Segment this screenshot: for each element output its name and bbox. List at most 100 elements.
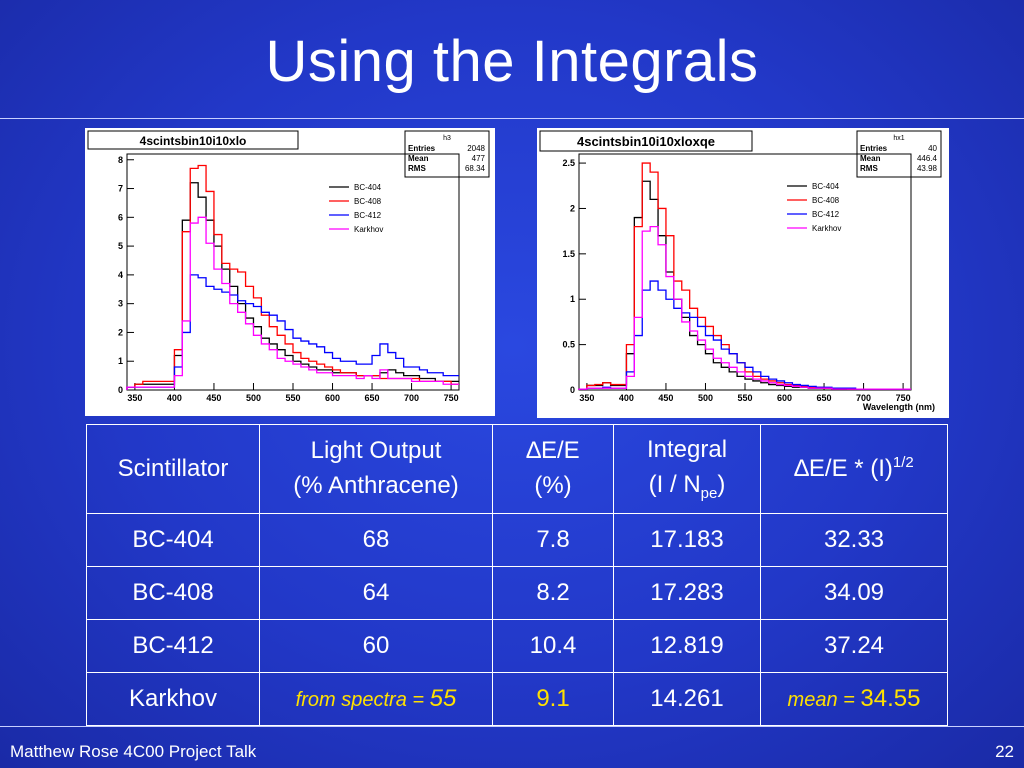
stats-rms-label: RMS (860, 164, 878, 173)
series-line-bc-404 (126, 182, 459, 390)
series-line-karkhov (578, 225, 911, 390)
table-header-row: Scintillator Light Output (% Anthracene)… (86, 424, 948, 514)
y-tick-label: 8 (118, 155, 123, 165)
from-spectra-label: from spectra = (295, 689, 430, 711)
results-table: Scintillator Light Output (% Anthracene)… (86, 424, 948, 726)
table-row-karkhov: Karkhov from spectra = 55 9.1 14.261 mea… (86, 672, 948, 726)
y-tick-label: 2 (570, 203, 575, 213)
x-tick-label: 500 (246, 393, 261, 403)
header-product-sup: 1/2 (892, 453, 914, 471)
cell-delta-e-highlight: 9.1 (492, 672, 614, 726)
stats-entries-label: Entries (860, 144, 888, 153)
header-product: ∆E/E * (I)1/2 (760, 424, 948, 514)
x-tick-label: 550 (737, 393, 752, 403)
x-tick-label: 600 (777, 393, 792, 403)
series-line-bc-408 (126, 164, 459, 390)
plot-title-box (539, 130, 753, 152)
stats-mean-label: Mean (860, 154, 881, 163)
cell-integral: 17.283 (613, 566, 761, 620)
cell-delta-e: 7.8 (492, 513, 614, 567)
y-tick-label: 3 (118, 299, 123, 309)
x-tick-label: 650 (817, 393, 832, 403)
table-row: BC-404 68 7.8 17.183 32.33 (86, 513, 948, 567)
y-tick-label: 2 (118, 327, 123, 337)
y-tick-label: 0 (118, 385, 123, 395)
y-tick-label: 2.5 (562, 158, 575, 168)
legend-label: BC-404 (354, 183, 382, 192)
y-tick-label: 0 (570, 385, 575, 395)
legend-label: BC-408 (354, 197, 382, 206)
histogram-panel-qe-weighted: 4scintsbin10i10xloxqe hx1 Entries 40 Mea… (537, 128, 949, 418)
header-integral-line1: Integral (646, 436, 728, 464)
cell-product: 34.09 (760, 566, 948, 620)
plot-title: 4scintsbin10i10xloxqe (577, 134, 715, 149)
x-axis-label: Wavelength (nm) (863, 402, 935, 412)
x-tick-label: 600 (325, 393, 340, 403)
y-tick-label: 1 (118, 356, 123, 366)
mean-value: 34.55 (860, 685, 921, 712)
histogram-panel-light-output: 4scintsbin10i10xlo h3 Entries 2048 Mean … (85, 128, 495, 416)
y-tick-label: 1.5 (562, 249, 575, 259)
cell-scintillator: BC-404 (86, 513, 260, 567)
stats-rms-label: RMS (408, 164, 426, 173)
x-tick-label: 400 (167, 393, 182, 403)
header-light-output-line1: Light Output (310, 437, 442, 465)
y-tick-label: 1 (570, 294, 575, 304)
x-tick-label: 700 (856, 393, 871, 403)
y-tick-label: 0.5 (562, 340, 575, 350)
cell-scintillator: Karkhov (86, 672, 260, 726)
x-tick-label: 550 (285, 393, 300, 403)
mean-label: mean = (787, 689, 861, 711)
stats-name: hx1 (893, 135, 904, 142)
histogram-chart-1: 4scintsbin10i10xlo h3 Entries 2048 Mean … (87, 130, 490, 403)
table-row: BC-408 64 8.2 17.283 34.09 (86, 566, 948, 620)
cell-light-output: 60 (259, 619, 493, 673)
title-divider (0, 118, 1024, 119)
cell-product-mean: mean = 34.55 (760, 672, 948, 726)
cell-light-output-from-spectra: from spectra = 55 (259, 672, 493, 726)
stats-name: h3 (443, 135, 451, 142)
header-delta-e-label: ∆E/E (526, 437, 580, 465)
header-light-output-line2: (% Anthracene) (293, 472, 459, 499)
header-light-output: Light Output (% Anthracene) (259, 424, 493, 514)
legend-label: BC-404 (812, 182, 840, 191)
legend-label: BC-412 (812, 210, 840, 219)
header-integral-sub: pe (700, 484, 718, 502)
cell-scintillator: BC-412 (86, 619, 260, 673)
x-tick-label: 350 (127, 393, 142, 403)
cell-scintillator: BC-408 (86, 566, 260, 620)
table-row: BC-412 60 10.4 12.819 37.24 (86, 619, 948, 673)
header-scintillator: Scintillator (86, 424, 260, 514)
plot-title-box (87, 130, 299, 150)
y-tick-label: 4 (118, 270, 123, 280)
from-spectra-value: 55 (429, 685, 457, 712)
stats-mean-label: Mean (408, 154, 429, 163)
header-integral-line2-post: ) (717, 471, 726, 499)
series-line-bc-412 (126, 274, 459, 390)
histogram-chart-2: 4scintsbin10i10xloxqe hx1 Entries 40 Mea… (539, 130, 942, 412)
header-integral: Integral (I / Npe) (613, 424, 761, 514)
x-tick-label: 400 (619, 393, 634, 403)
stats-entries-label: Entries (408, 144, 436, 153)
series-line-bc-408 (578, 162, 911, 390)
header-integral-line2-pre: (I / N (648, 471, 701, 499)
stats-mean: 477 (472, 154, 486, 163)
cell-product: 32.33 (760, 513, 948, 567)
stats-entries: 40 (928, 144, 937, 153)
legend-label: BC-408 (812, 196, 840, 205)
x-tick-label: 650 (365, 393, 380, 403)
legend-label: Karkhov (812, 224, 841, 233)
cell-light-output: 68 (259, 513, 493, 567)
x-tick-label: 700 (404, 393, 419, 403)
stats-entries: 2048 (467, 144, 485, 153)
legend-label: Karkhov (354, 225, 383, 234)
stats-rms: 68.34 (465, 164, 486, 173)
page-number: 22 (995, 742, 1014, 761)
footer-divider (0, 726, 1024, 727)
series-line-karkhov (126, 216, 459, 390)
plot-title: 4scintsbin10i10xlo (140, 134, 247, 148)
plot-frame (126, 153, 460, 391)
cell-product: 37.24 (760, 619, 948, 673)
footer-author: Matthew Rose 4C00 Project Talk (10, 742, 257, 761)
header-product-label: ∆E/E * (I) (794, 454, 893, 482)
